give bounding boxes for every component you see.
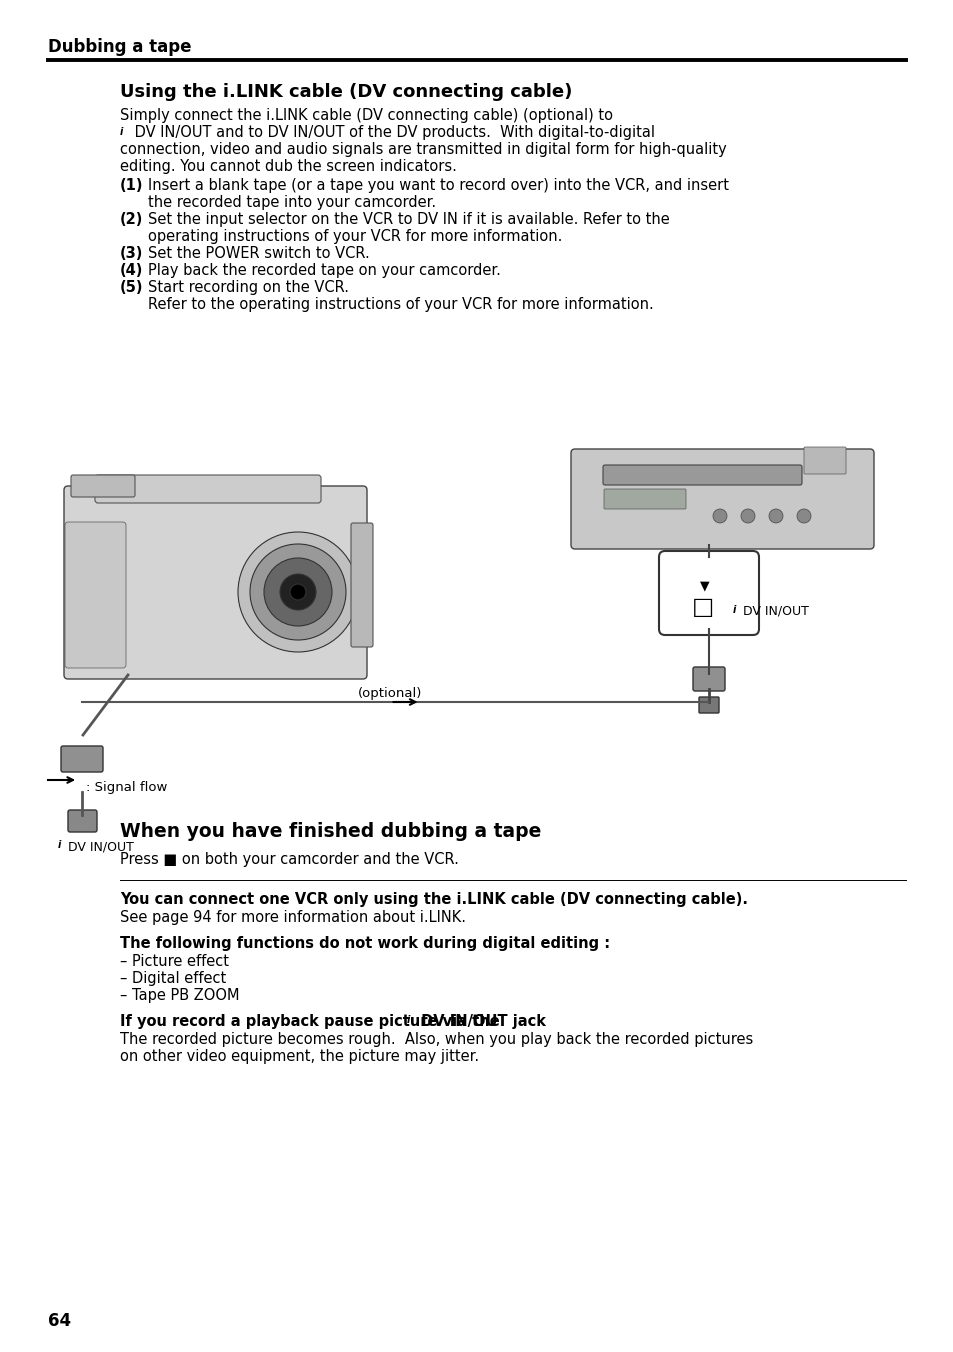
Circle shape xyxy=(264,558,332,626)
Text: DV IN/OUT jack: DV IN/OUT jack xyxy=(416,1014,545,1029)
Text: Dubbing a tape: Dubbing a tape xyxy=(48,38,192,55)
Circle shape xyxy=(250,544,346,639)
Text: – Digital effect: – Digital effect xyxy=(120,971,226,986)
Text: i: i xyxy=(120,127,123,137)
Text: on other video equipment, the picture may jitter.: on other video equipment, the picture ma… xyxy=(120,1049,478,1064)
Text: DV IN/OUT and to DV IN/OUT of the DV products.  With digital-to-digital: DV IN/OUT and to DV IN/OUT of the DV pro… xyxy=(130,124,655,141)
Text: (2): (2) xyxy=(120,212,143,227)
Circle shape xyxy=(712,508,726,523)
Text: ▼: ▼ xyxy=(700,579,709,592)
Text: See page 94 for more information about i.LINK.: See page 94 for more information about i… xyxy=(120,910,465,925)
Text: Play back the recorded tape on your camcorder.: Play back the recorded tape on your camc… xyxy=(148,264,500,279)
FancyBboxPatch shape xyxy=(803,448,845,475)
Text: (4): (4) xyxy=(120,264,143,279)
Text: If you record a playback pause picture via the: If you record a playback pause picture v… xyxy=(120,1014,504,1029)
FancyBboxPatch shape xyxy=(571,449,873,549)
Text: editing. You cannot dub the screen indicators.: editing. You cannot dub the screen indic… xyxy=(120,160,456,174)
Text: – Tape PB ZOOM: – Tape PB ZOOM xyxy=(120,988,239,1003)
Text: Set the input selector on the VCR to DV IN if it is available. Refer to the: Set the input selector on the VCR to DV … xyxy=(148,212,669,227)
FancyBboxPatch shape xyxy=(692,667,724,691)
FancyBboxPatch shape xyxy=(68,810,97,831)
Text: Start recording on the VCR.: Start recording on the VCR. xyxy=(148,280,349,295)
FancyBboxPatch shape xyxy=(61,746,103,772)
Text: Insert a blank tape (or a tape you want to record over) into the VCR, and insert: Insert a blank tape (or a tape you want … xyxy=(148,178,728,193)
Text: 64: 64 xyxy=(48,1311,71,1330)
FancyBboxPatch shape xyxy=(602,465,801,485)
Text: – Picture effect: – Picture effect xyxy=(120,955,229,969)
Text: You can connect one VCR only using the i.LINK cable (DV connecting cable).: You can connect one VCR only using the i… xyxy=(120,892,747,907)
Text: operating instructions of your VCR for more information.: operating instructions of your VCR for m… xyxy=(148,228,561,243)
Text: the recorded tape into your camcorder.: the recorded tape into your camcorder. xyxy=(148,195,436,210)
Text: Using the i.LINK cable (DV connecting cable): Using the i.LINK cable (DV connecting ca… xyxy=(120,82,572,101)
Text: DV IN/OUT: DV IN/OUT xyxy=(68,840,133,853)
Text: i: i xyxy=(58,840,61,850)
FancyBboxPatch shape xyxy=(699,698,719,713)
FancyBboxPatch shape xyxy=(65,522,126,668)
Text: (3): (3) xyxy=(120,246,143,261)
Text: Set the POWER switch to VCR.: Set the POWER switch to VCR. xyxy=(148,246,370,261)
Text: The following functions do not work during digital editing :: The following functions do not work duri… xyxy=(120,936,610,950)
FancyBboxPatch shape xyxy=(64,485,367,679)
Text: connection, video and audio signals are transmitted in digital form for high-qua: connection, video and audio signals are … xyxy=(120,142,726,157)
Text: □: □ xyxy=(691,595,714,619)
Text: (optional): (optional) xyxy=(357,687,422,700)
Text: : Signal flow: : Signal flow xyxy=(86,780,167,794)
FancyBboxPatch shape xyxy=(659,552,759,635)
Circle shape xyxy=(237,531,357,652)
Circle shape xyxy=(290,584,306,600)
Text: i: i xyxy=(406,1015,410,1025)
Circle shape xyxy=(768,508,782,523)
Text: (5): (5) xyxy=(120,280,143,295)
Text: Simply connect the i.LINK cable (DV connecting cable) (optional) to: Simply connect the i.LINK cable (DV conn… xyxy=(120,108,613,123)
Text: (1): (1) xyxy=(120,178,143,193)
FancyBboxPatch shape xyxy=(95,475,320,503)
Text: When you have finished dubbing a tape: When you have finished dubbing a tape xyxy=(120,822,540,841)
Text: Refer to the operating instructions of your VCR for more information.: Refer to the operating instructions of y… xyxy=(148,297,653,312)
Text: DV IN/OUT: DV IN/OUT xyxy=(742,604,808,618)
Circle shape xyxy=(740,508,754,523)
FancyBboxPatch shape xyxy=(351,523,373,648)
Circle shape xyxy=(280,575,315,610)
Text: i: i xyxy=(732,604,736,615)
Text: Press ■ on both your camcorder and the VCR.: Press ■ on both your camcorder and the V… xyxy=(120,852,458,867)
Text: The recorded picture becomes rough.  Also, when you play back the recorded pictu: The recorded picture becomes rough. Also… xyxy=(120,1032,753,1046)
Circle shape xyxy=(796,508,810,523)
FancyBboxPatch shape xyxy=(603,489,685,508)
FancyBboxPatch shape xyxy=(71,475,135,498)
